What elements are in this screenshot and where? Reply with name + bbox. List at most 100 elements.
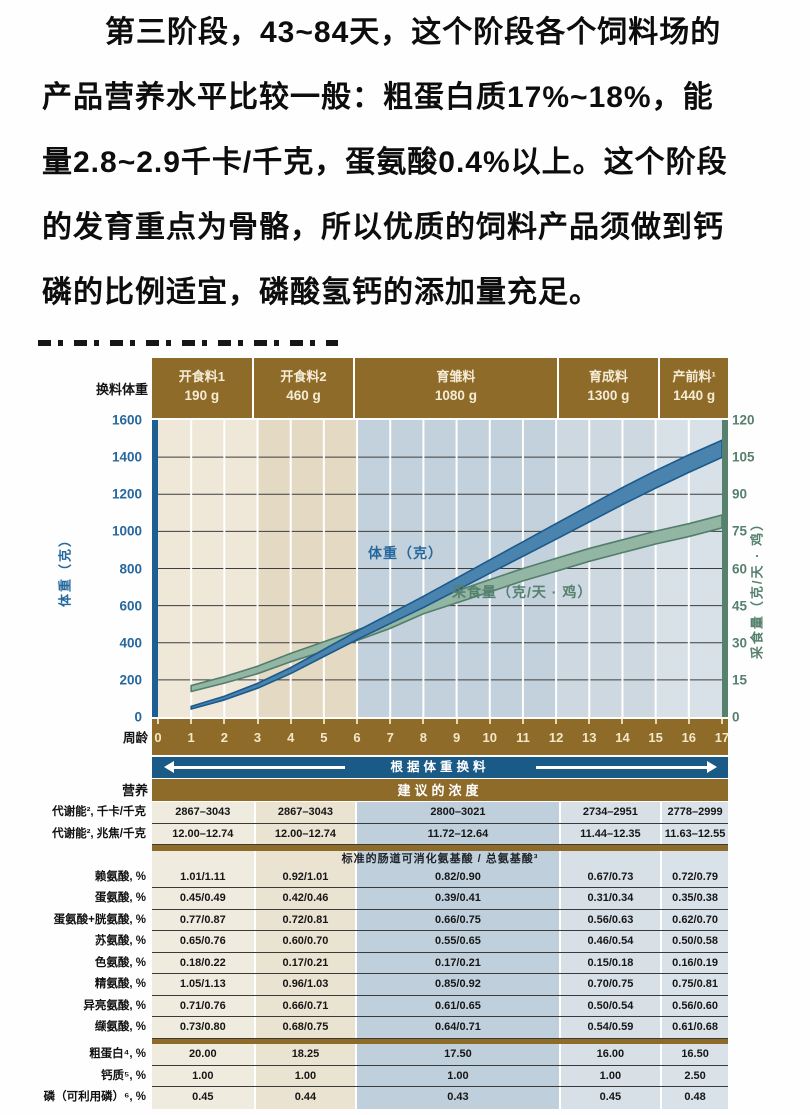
table-cell: 0.66/0.75 [355,909,559,930]
left-axis-ticks: 0 200 400 600 800 1000 1200 1400 1600 [100,413,146,724]
table-cell: 11.72–12.64 [355,823,559,844]
phase-name-label: 开食料2 [280,369,327,384]
table-cell: 0.56/0.60 [660,995,728,1016]
table-cell: 0.61/0.68 [660,1017,728,1038]
table-cell: 0.85/0.92 [355,974,559,995]
row-data: 1.05/1.13 0.96/1.03 0.85/0.92 0.70/0.75 0.75… [152,974,728,996]
row-label: 磷（可利用磷）⁶, % [43,1091,146,1103]
x-tick-label: 14 [615,730,630,745]
row-data: 0.71/0.76 0.66/0.71 0.61/0.65 0.50/0.54 0.56… [152,995,728,1017]
left-axis-tick: 1600 [111,412,142,428]
right-axis-tick: 30 [732,635,748,651]
table-cell: 16.50 [660,1044,728,1065]
right-axis-tick: 15 [732,672,748,688]
table-cell: 0.45 [152,1087,254,1109]
table-row: 赖氨酸, % 1.01/1.11 0.92/1.01 0.82/0.90 0.67/0.… [30,866,728,888]
x-tick-label: 6 [353,730,361,745]
right-axis-tick: 75 [732,523,748,539]
table-cell: 1.00 [152,1065,254,1086]
right-axis-tick: 0 [732,709,740,725]
phase-weight-label: 460 g [286,388,321,403]
row-data: 2867–3043 2867–3043 2800–3021 2734–2951 2778… [152,802,728,824]
phase-name-label: 产前料¹ [672,369,716,384]
table-section-divider [152,845,728,851]
table-row: 苏氨酸, % 0.65/0.76 0.60/0.70 0.55/0.65 0.46/0.… [30,931,728,953]
phase-header-box: 开食料2 460 g [253,358,356,418]
left-axis-tick: 1400 [111,449,142,465]
table-cell: 0.17/0.21 [253,952,356,973]
table-cell: 1.00 [355,1065,559,1086]
subheader-cell [152,850,254,867]
table-cell: 0.45 [558,1087,661,1109]
x-tick-mark [422,719,425,724]
table-cell: 0.42/0.46 [253,888,356,909]
x-tick-mark [687,719,690,724]
table-cell: 0.55/0.65 [355,931,559,952]
row-label: 精氨酸, % [94,978,146,990]
table-cell: 2734–2951 [558,802,661,823]
table-cell: 16.00 [558,1044,661,1065]
intro-paragraph: 第三阶段，43~84天，这个阶段各个饲料场的 产品营养水平比较一般：粗蛋白质17%… [42,0,772,325]
table-cell: 2.50 [660,1065,728,1086]
row-label: 蛋氨酸, % [94,892,146,904]
table-cell: 0.72/0.79 [660,866,728,887]
phase-weight-label: 1080 g [434,388,477,403]
phase-header-box: 育雏料 1080 g [355,358,559,418]
row-label [30,851,152,867]
table-cell: 0.67/0.73 [558,866,661,887]
x-tick-mark [721,719,723,724]
phase-name-label: 育雏料 [436,369,476,384]
left-axis-title: 体重（克） [57,532,73,608]
table-cell: 2800–3021 [355,802,559,823]
table-cell: 0.62/0.70 [660,909,728,930]
x-tick-label: 17 [714,730,730,745]
table-cell: 0.71/0.76 [152,995,254,1016]
table-subheader-label: 标准的肠道可消化氨基酸 / 总氨基酸³ [341,852,539,865]
x-tick-mark [157,719,159,724]
arrow-right-line [536,766,708,769]
x-tick-mark [223,719,226,724]
table-cell: 0.45/0.49 [152,888,254,909]
table-cell: 0.77/0.87 [152,909,254,930]
table-cell: 0.17/0.21 [355,952,559,973]
phase-header-box: 产前料¹ 1440 g [660,358,728,418]
row-label: 缬氨酸, % [94,1021,146,1033]
table-cell: 0.61/0.65 [355,995,559,1016]
table-cell: 0.48 [660,1087,728,1109]
table-cell: 1.00 [558,1065,661,1086]
x-tick-mark [322,719,325,724]
x-tick-mark [521,719,524,724]
right-axis-ticks: 0 15 30 45 60 75 90 105 120 [732,413,778,724]
intake-series-label: 采食量（克/天 · 鸡） [452,584,593,600]
row-data: 0.45/0.49 0.42/0.46 0.39/0.41 0.31/0.34 0.35… [152,888,728,910]
table-cell: 0.16/0.19 [660,952,728,973]
row-label: 粗蛋白⁴, % [89,1048,146,1060]
x-tick-mark [289,719,292,724]
table-cell: 2867–3043 [152,802,254,823]
x-tick-mark [455,719,458,724]
table-cell: 12.00–12.74 [152,823,254,844]
recommended-levels-header: 建议的浓度 [152,779,728,801]
table-row: 精氨酸, % 1.05/1.13 0.96/1.03 0.85/0.92 0.70/0.… [30,974,728,996]
table-cell: 0.50/0.58 [660,931,728,952]
phase-name-label: 育成料 [588,369,628,384]
table-cell: 0.72/0.81 [253,909,356,930]
x-axis-band [152,719,728,755]
subheader-cell [558,850,661,867]
table-cell: 2867–3043 [253,802,356,823]
x-tick-label: 12 [548,730,564,745]
table-row: 缬氨酸, % 0.73/0.80 0.68/0.75 0.64/0.71 0.54/0.… [30,1017,728,1039]
table-row: 粗蛋白⁴, % 20.00 18.25 17.50 16.00 16.50 [30,1044,728,1066]
table-cell: 1.05/1.13 [152,974,254,995]
row-data: 标准的肠道可消化氨基酸 / 总氨基酸³ [152,850,728,867]
x-tick-label: 4 [287,730,295,745]
cropped-title-fragment [38,334,338,348]
table-cell: 17.50 [355,1044,559,1065]
x-tick-mark [356,719,359,724]
row-label: 代谢能², 兆焦/千克 [52,827,146,840]
table-cell: 20.00 [152,1044,254,1065]
table-cell: 0.44 [253,1087,356,1109]
left-axis-tick: 1200 [111,486,142,502]
right-axis-title: 采食量（克/天 · 鸡） [749,515,765,660]
